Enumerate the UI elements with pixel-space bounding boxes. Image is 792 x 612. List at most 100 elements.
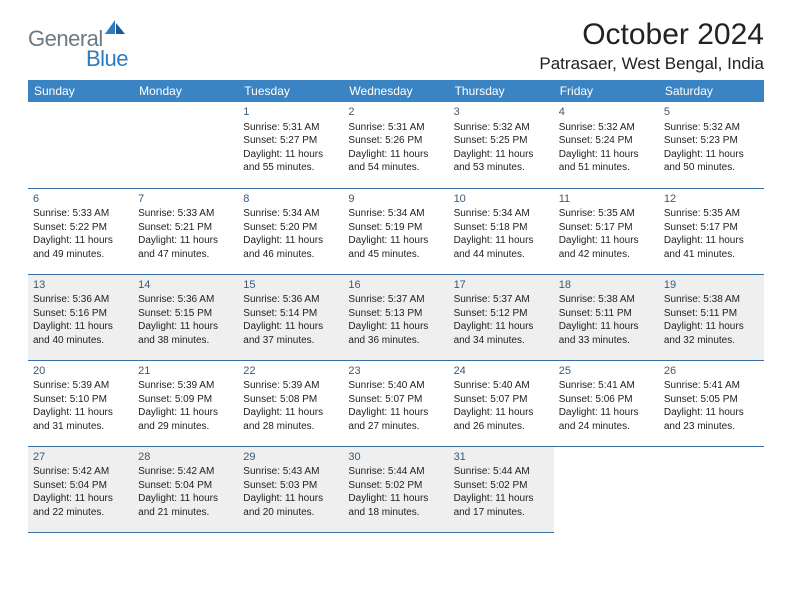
sunrise-line: Sunrise: 5:40 AM [348,379,443,393]
day-number: 7 [138,192,233,207]
day-number: 30 [348,450,443,465]
sunrise-line: Sunrise: 5:35 AM [664,207,759,221]
sunset-line: Sunset: 5:13 PM [348,307,443,321]
sunset-line: Sunset: 5:10 PM [33,393,128,407]
day-number: 9 [348,192,443,207]
dh-thu: Thursday [449,80,554,102]
day-number: 25 [559,364,654,379]
day-cell: 1Sunrise: 5:31 AMSunset: 5:27 PMDaylight… [238,102,343,188]
daylight-line: Daylight: 11 hours and 55 minutes. [243,148,338,175]
sunset-line: Sunset: 5:15 PM [138,307,233,321]
daylight-line: Daylight: 11 hours and 41 minutes. [664,234,759,261]
sunset-line: Sunset: 5:12 PM [454,307,549,321]
sunrise-line: Sunrise: 5:42 AM [33,465,128,479]
day-cell [554,446,659,532]
sunrise-line: Sunrise: 5:34 AM [348,207,443,221]
day-cell: 13Sunrise: 5:36 AMSunset: 5:16 PMDayligh… [28,274,133,360]
header: GeneralBlue October 2024 Patrasaer, West… [28,18,764,74]
day-cell [659,446,764,532]
day-cell: 7Sunrise: 5:33 AMSunset: 5:21 PMDaylight… [133,188,238,274]
day-cell: 26Sunrise: 5:41 AMSunset: 5:05 PMDayligh… [659,360,764,446]
week-row: 13Sunrise: 5:36 AMSunset: 5:16 PMDayligh… [28,274,764,360]
day-number: 14 [138,278,233,293]
day-cell [133,102,238,188]
sunrise-line: Sunrise: 5:34 AM [454,207,549,221]
day-cell: 4Sunrise: 5:32 AMSunset: 5:24 PMDaylight… [554,102,659,188]
sunset-line: Sunset: 5:25 PM [454,134,549,148]
day-number: 22 [243,364,338,379]
day-number: 15 [243,278,338,293]
day-number: 21 [138,364,233,379]
dh-tue: Tuesday [238,80,343,102]
day-number: 24 [454,364,549,379]
sunset-line: Sunset: 5:02 PM [454,479,549,493]
sunrise-line: Sunrise: 5:32 AM [559,121,654,135]
day-number: 6 [33,192,128,207]
day-number: 1 [243,105,338,120]
day-cell: 24Sunrise: 5:40 AMSunset: 5:07 PMDayligh… [449,360,554,446]
daylight-line: Daylight: 11 hours and 40 minutes. [33,320,128,347]
daylight-line: Daylight: 11 hours and 23 minutes. [664,406,759,433]
day-cell: 21Sunrise: 5:39 AMSunset: 5:09 PMDayligh… [133,360,238,446]
sunrise-line: Sunrise: 5:37 AM [348,293,443,307]
sunset-line: Sunset: 5:04 PM [138,479,233,493]
day-cell: 16Sunrise: 5:37 AMSunset: 5:13 PMDayligh… [343,274,448,360]
sunrise-line: Sunrise: 5:39 AM [33,379,128,393]
daylight-line: Daylight: 11 hours and 49 minutes. [33,234,128,261]
day-cell: 20Sunrise: 5:39 AMSunset: 5:10 PMDayligh… [28,360,133,446]
day-cell: 8Sunrise: 5:34 AMSunset: 5:20 PMDaylight… [238,188,343,274]
sunset-line: Sunset: 5:24 PM [559,134,654,148]
day-cell: 22Sunrise: 5:39 AMSunset: 5:08 PMDayligh… [238,360,343,446]
dh-mon: Monday [133,80,238,102]
day-cell: 23Sunrise: 5:40 AMSunset: 5:07 PMDayligh… [343,360,448,446]
week-row: 27Sunrise: 5:42 AMSunset: 5:04 PMDayligh… [28,446,764,532]
location-label: Patrasaer, West Bengal, India [539,54,764,74]
daylight-line: Daylight: 11 hours and 20 minutes. [243,492,338,519]
day-number: 18 [559,278,654,293]
day-number: 11 [559,192,654,207]
day-cell: 12Sunrise: 5:35 AMSunset: 5:17 PMDayligh… [659,188,764,274]
day-cell: 30Sunrise: 5:44 AMSunset: 5:02 PMDayligh… [343,446,448,532]
sunset-line: Sunset: 5:26 PM [348,134,443,148]
dh-sat: Saturday [659,80,764,102]
sunrise-line: Sunrise: 5:33 AM [138,207,233,221]
day-cell: 28Sunrise: 5:42 AMSunset: 5:04 PMDayligh… [133,446,238,532]
daylight-line: Daylight: 11 hours and 32 minutes. [664,320,759,347]
sunset-line: Sunset: 5:23 PM [664,134,759,148]
sunset-line: Sunset: 5:02 PM [348,479,443,493]
day-cell [28,102,133,188]
day-cell: 2Sunrise: 5:31 AMSunset: 5:26 PMDaylight… [343,102,448,188]
day-cell: 11Sunrise: 5:35 AMSunset: 5:17 PMDayligh… [554,188,659,274]
sunrise-line: Sunrise: 5:36 AM [243,293,338,307]
sunset-line: Sunset: 5:11 PM [664,307,759,321]
sunrise-line: Sunrise: 5:39 AM [138,379,233,393]
daylight-line: Daylight: 11 hours and 53 minutes. [454,148,549,175]
daylight-line: Daylight: 11 hours and 31 minutes. [33,406,128,433]
sunrise-line: Sunrise: 5:35 AM [559,207,654,221]
day-cell: 25Sunrise: 5:41 AMSunset: 5:06 PMDayligh… [554,360,659,446]
day-number: 17 [454,278,549,293]
sunrise-line: Sunrise: 5:38 AM [664,293,759,307]
day-cell: 3Sunrise: 5:32 AMSunset: 5:25 PMDaylight… [449,102,554,188]
day-cell: 29Sunrise: 5:43 AMSunset: 5:03 PMDayligh… [238,446,343,532]
sunrise-line: Sunrise: 5:31 AM [348,121,443,135]
day-number: 5 [664,105,759,120]
day-cell: 5Sunrise: 5:32 AMSunset: 5:23 PMDaylight… [659,102,764,188]
day-number: 13 [33,278,128,293]
daylight-line: Daylight: 11 hours and 51 minutes. [559,148,654,175]
sunset-line: Sunset: 5:21 PM [138,221,233,235]
sunset-line: Sunset: 5:04 PM [33,479,128,493]
sunrise-line: Sunrise: 5:43 AM [243,465,338,479]
sunset-line: Sunset: 5:22 PM [33,221,128,235]
daylight-line: Daylight: 11 hours and 22 minutes. [33,492,128,519]
daylight-line: Daylight: 11 hours and 47 minutes. [138,234,233,261]
sunset-line: Sunset: 5:05 PM [664,393,759,407]
day-cell: 27Sunrise: 5:42 AMSunset: 5:04 PMDayligh… [28,446,133,532]
day-number: 16 [348,278,443,293]
calendar-table: Sunday Monday Tuesday Wednesday Thursday… [28,80,764,533]
day-number: 8 [243,192,338,207]
daylight-line: Daylight: 11 hours and 44 minutes. [454,234,549,261]
week-row: 20Sunrise: 5:39 AMSunset: 5:10 PMDayligh… [28,360,764,446]
day-cell: 9Sunrise: 5:34 AMSunset: 5:19 PMDaylight… [343,188,448,274]
daylight-line: Daylight: 11 hours and 37 minutes. [243,320,338,347]
